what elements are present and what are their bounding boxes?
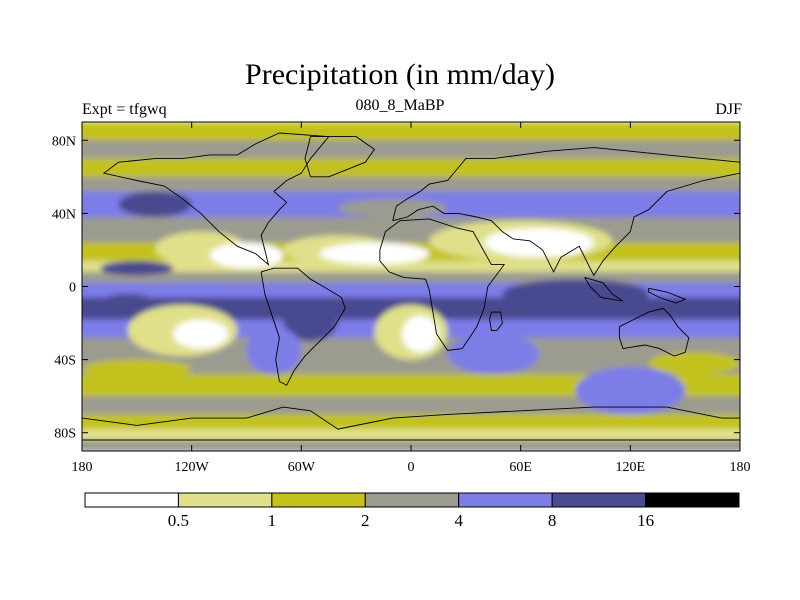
x-tick-label: 180: [72, 460, 93, 475]
precip-band-13: [82, 374, 740, 397]
precip-patch-17: [118, 191, 192, 218]
precip-patch-13: [283, 297, 338, 342]
coastline-0: [102, 132, 330, 266]
colorbar-box-4: [458, 492, 553, 508]
precip-patch-5: [484, 228, 594, 258]
precip-patch-16: [575, 366, 686, 415]
coastline-4: [618, 307, 690, 357]
precip-band-9: [82, 282, 740, 298]
colorbar-label: 8: [548, 511, 557, 530]
x-tick-label: 60W: [288, 460, 316, 475]
precip-band-7: [82, 260, 740, 273]
coastline-7: [304, 136, 376, 178]
colorbar-label: 2: [361, 511, 370, 530]
precip-patch-4: [429, 220, 613, 261]
colorbar-label: 0.5: [168, 511, 189, 530]
precip-band-5: [82, 217, 740, 244]
precip-patch-8: [100, 293, 156, 313]
colorbar-label: 16: [637, 511, 654, 530]
precip-patch-1: [209, 242, 284, 269]
precip-band-16: [82, 429, 740, 441]
colorbar-box-2: [271, 492, 366, 508]
experiment-label: Expt = tfgwq: [82, 101, 167, 118]
precip-band-8: [82, 271, 740, 284]
precip-patch-20: [82, 359, 192, 378]
colorbar-box-0: [84, 492, 179, 508]
coastline-6: [489, 311, 503, 331]
precip-band-15: [82, 414, 740, 430]
precip-patch-18: [337, 198, 448, 218]
chart-title: Precipitation (in mm/day): [245, 58, 555, 91]
colorbar-box-1: [177, 492, 273, 508]
precip-band-6: [82, 242, 740, 262]
coastline-3: [392, 147, 740, 277]
precip-patch-14: [246, 326, 302, 375]
colorbar: 0.5 1 2 4 8 16: [84, 492, 740, 530]
x-tick-label: 120E: [616, 460, 646, 475]
coastline-2: [379, 218, 506, 351]
coastlines: [82, 132, 740, 441]
precip-patch-0: [155, 231, 247, 265]
precip-patch-2: [283, 235, 393, 265]
coastline-5: [82, 406, 740, 441]
precip-patch-19: [648, 352, 740, 375]
precip-patch-12: [401, 315, 439, 353]
coastline-1: [260, 267, 346, 386]
colorbar-box-3: [364, 492, 460, 508]
period-label: 080_8_MaBP: [355, 97, 445, 114]
precip-patch-9: [127, 304, 238, 356]
precip-band-0: [82, 122, 740, 141]
precip-patch-7: [502, 279, 649, 309]
colorbar-label: 1: [268, 511, 277, 530]
precip-patch-6: [100, 260, 174, 276]
season-label: DJF: [715, 101, 742, 118]
x-tick-label: 120W: [175, 460, 210, 475]
precip-band-12: [82, 337, 740, 375]
x-tick-label: 180: [730, 460, 751, 475]
axes: 180 120W 60W 0 60E 120E 180 80N 40N 0 40S 80S: [52, 122, 751, 475]
coastline-8: [584, 276, 624, 302]
colorbar-label: 4: [454, 511, 463, 530]
y-tick-label: 80N: [52, 134, 76, 149]
precip-patch-15: [447, 334, 539, 375]
colorbar-box-6: [645, 492, 740, 508]
precip-band-2: [82, 158, 740, 178]
y-tick-label: 80S: [54, 427, 76, 442]
y-tick-label: 0: [69, 281, 76, 296]
precip-patch-11: [374, 304, 448, 360]
precip-band-1: [82, 140, 740, 160]
precip-band-17: [82, 440, 740, 451]
precip-band-14: [82, 396, 740, 415]
x-tick-label: 0: [408, 460, 415, 475]
precip-band-4: [82, 191, 740, 218]
precip-patch-3: [319, 242, 430, 265]
precip-band-11: [82, 319, 740, 339]
y-tick-label: 40N: [52, 207, 76, 222]
precip-patch-10: [173, 319, 229, 349]
precip-band-3: [82, 176, 740, 192]
y-tick-label: 40S: [54, 354, 76, 369]
coastline-9: [648, 287, 687, 304]
precipitation-field: [82, 122, 740, 451]
precip-band-10: [82, 297, 740, 320]
colorbar-box-5: [551, 492, 647, 508]
x-tick-label: 60E: [509, 460, 532, 475]
map-frame: [81, 121, 741, 452]
